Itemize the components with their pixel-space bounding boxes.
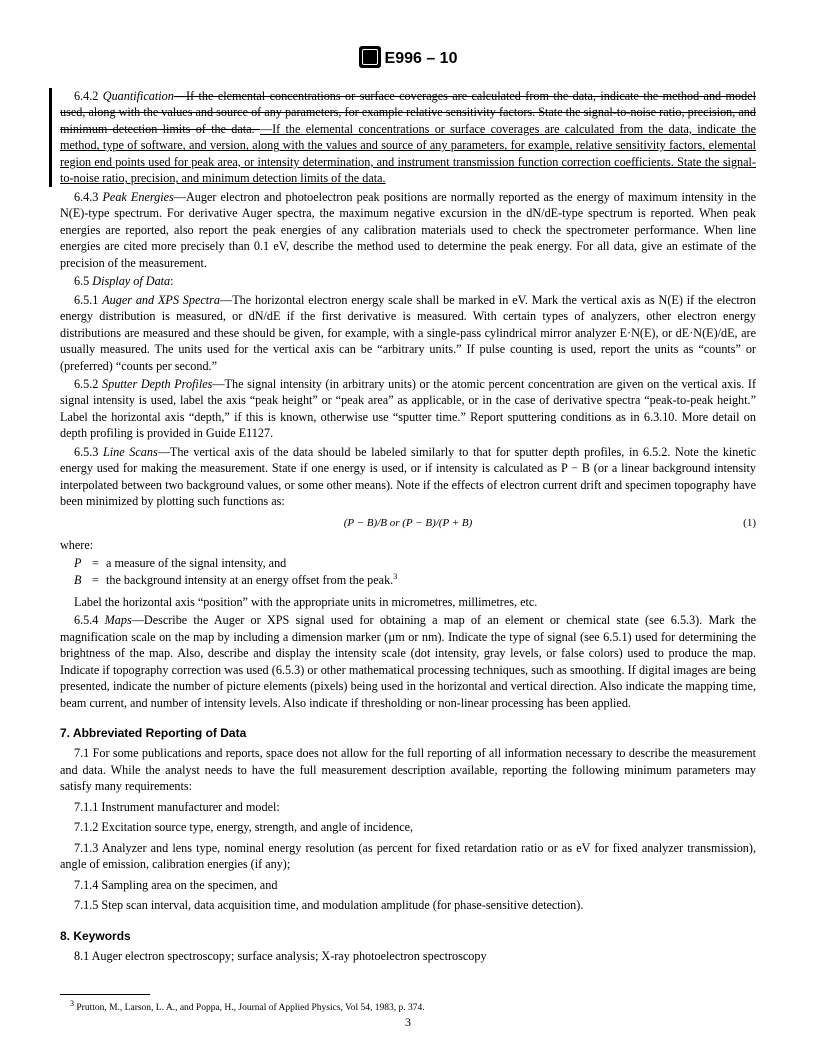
- para-6-4-3: 6.4.3 Peak Energies—Auger electron and p…: [60, 189, 756, 271]
- section-8-title: 8. Keywords: [60, 928, 756, 944]
- num-6-4-2: 6.4.2: [74, 89, 103, 103]
- page-header: E996 – 10: [60, 48, 756, 70]
- para-7-1-5: 7.1.5 Step scan interval, data acquisiti…: [60, 897, 756, 913]
- page-number: 3: [0, 1014, 816, 1030]
- para-8-1: 8.1 Auger electron spectroscopy; surface…: [60, 948, 756, 964]
- num-6-5-2: 6.5.2: [74, 377, 102, 391]
- para-6-5-3b: Label the horizontal axis “position” wit…: [60, 594, 756, 610]
- colon-6-5: :: [170, 274, 173, 288]
- para-7-1-4: 7.1.4 Sampling area on the specimen, and: [60, 877, 756, 893]
- title-6-4-3: Peak Energies: [102, 190, 173, 204]
- para-6-5-4: 6.5.4 Maps—Describe the Auger or XPS sig…: [60, 612, 756, 711]
- para-6-5-3: 6.5.3 Line Scans—The vertical axis of th…: [60, 444, 756, 510]
- num-6-5-1: 6.5.1: [74, 293, 102, 307]
- where-b: B=the background intensity at an energy …: [74, 572, 756, 588]
- title-6-5: Display of Data: [92, 274, 170, 288]
- equation-text: (P − B)/B or (P − B)/(P + B): [344, 517, 473, 529]
- astm-logo-icon: [359, 46, 381, 68]
- equals-b: =: [92, 572, 106, 588]
- where-p: P=a measure of the signal intensity, and: [74, 555, 756, 571]
- para-6-5-1: 6.5.1 Auger and XPS Spectra—The horizont…: [60, 292, 756, 374]
- sym-p: P: [74, 555, 92, 571]
- num-6-5: 6.5: [74, 274, 92, 288]
- title-6-5-3: Line Scans: [103, 445, 158, 459]
- title-6-5-4: Maps: [105, 613, 132, 627]
- body-6-5-3: —The vertical axis of the data should be…: [60, 445, 756, 508]
- def-b: the background intensity at an energy of…: [106, 572, 393, 588]
- para-6-5-2: 6.5.2 Sputter Depth Profiles—The signal …: [60, 376, 756, 442]
- equation-number: (1): [743, 516, 756, 531]
- para-7-1-2: 7.1.2 Excitation source type, energy, st…: [60, 819, 756, 835]
- para-6-5: 6.5 Display of Data:: [60, 273, 756, 289]
- para-7-1-1: 7.1.1 Instrument manufacturer and model:: [60, 799, 756, 815]
- footnote-ref-3: 3: [393, 572, 397, 588]
- num-6-5-3: 6.5.3: [74, 445, 103, 459]
- title-6-5-2: Sputter Depth Profiles: [102, 377, 212, 391]
- num-6-4-3: 6.4.3: [74, 190, 102, 204]
- title-6-5-1: Auger and XPS Spectra: [102, 293, 220, 307]
- equation-1: (P − B)/B or (P − B)/(P + B) (1): [60, 516, 756, 531]
- sym-b: B: [74, 572, 92, 588]
- footnote-text: Prutton, M., Larson, L. A., and Poppa, H…: [74, 1003, 425, 1013]
- change-bar-block: 6.4.2 Quantification—If the elemental co…: [49, 88, 756, 187]
- where-label: where:: [60, 537, 756, 553]
- para-6-4-2: 6.4.2 Quantification—If the elemental co…: [60, 88, 756, 187]
- where-list: P=a measure of the signal intensity, and…: [74, 555, 756, 588]
- footnote-rule: [60, 994, 150, 995]
- def-p: a measure of the signal intensity, and: [106, 555, 286, 571]
- title-6-4-2: Quantification: [103, 89, 174, 103]
- designation: E996 – 10: [385, 50, 458, 67]
- para-7-1-3: 7.1.3 Analyzer and lens type, nominal en…: [60, 840, 756, 873]
- section-7-title: 7. Abbreviated Reporting of Data: [60, 725, 756, 741]
- equals-p: =: [92, 555, 106, 571]
- num-6-5-4: 6.5.4: [74, 613, 105, 627]
- body-6-5-4: —Describe the Auger or XPS signal used f…: [60, 613, 756, 709]
- para-7-1: 7.1 For some publications and reports, s…: [60, 745, 756, 794]
